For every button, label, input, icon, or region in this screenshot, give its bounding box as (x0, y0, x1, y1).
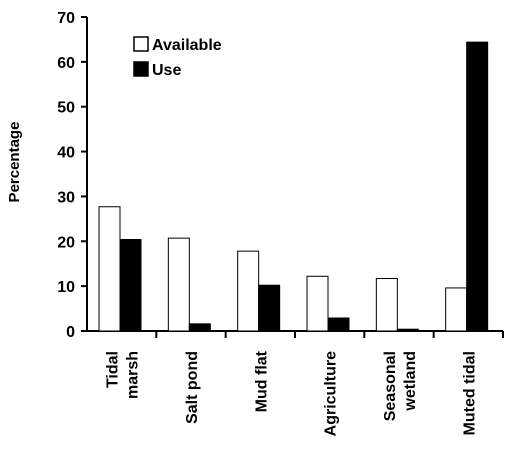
bar-use-2 (258, 284, 281, 332)
x-tick-label-line: Mud flat (253, 350, 270, 412)
x-tick-label-line: wetland (402, 351, 419, 412)
y-tick-label: 0 (66, 324, 75, 341)
y-tick-label: 20 (57, 234, 75, 251)
x-tick-label: Salt pond (184, 351, 201, 424)
x-tick-label: Mud flat (253, 350, 270, 412)
bar-available-2 (237, 250, 260, 332)
bar-use-4 (396, 328, 419, 332)
y-tick-label: 10 (57, 279, 75, 296)
bar-use-0 (119, 238, 142, 332)
y-axis-title: Percentage (6, 122, 23, 203)
bar-available-1 (167, 237, 190, 332)
x-tick-label: Agriculture (323, 351, 340, 436)
x-tick-label: Tidal marsh (105, 351, 142, 399)
bar-use-3 (327, 317, 350, 332)
x-tick-label-line: Muted tidal (461, 351, 478, 435)
y-tick-label: 70 (57, 10, 75, 27)
bar-available-4 (375, 278, 398, 332)
x-tick-label: Seasonal wetland (382, 351, 419, 421)
x-tick-label: Muted tidal (461, 351, 478, 435)
bar-available-5 (445, 287, 468, 332)
y-tick-label: 50 (57, 100, 75, 117)
x-tick-label-line: Tidal (105, 351, 122, 388)
plot-area: 0 10 20 30 40 50 60 70 Tidal marsh Salt pond Mud fl… (57, 10, 504, 436)
x-tick-label-line: marsh (125, 351, 142, 399)
x-tick-label-line: Seasonal (382, 351, 399, 421)
y-tick-label: 60 (57, 55, 75, 72)
y-tick-label: 40 (57, 145, 75, 162)
bar-use-5 (466, 41, 489, 332)
bar-use-1 (188, 323, 211, 332)
y-tick-label: 30 (57, 189, 75, 206)
x-tick-label-line: Salt pond (184, 351, 201, 424)
bar-available-0 (98, 206, 121, 332)
legend: Available Use (133, 36, 222, 79)
legend-swatch-use (133, 61, 149, 77)
bar-available-3 (306, 275, 329, 332)
x-tick-label-line: Agriculture (323, 351, 340, 436)
legend-label-available: Available (152, 37, 222, 54)
legend-swatch-available (133, 36, 149, 52)
legend-label-use: Use (152, 62, 181, 79)
